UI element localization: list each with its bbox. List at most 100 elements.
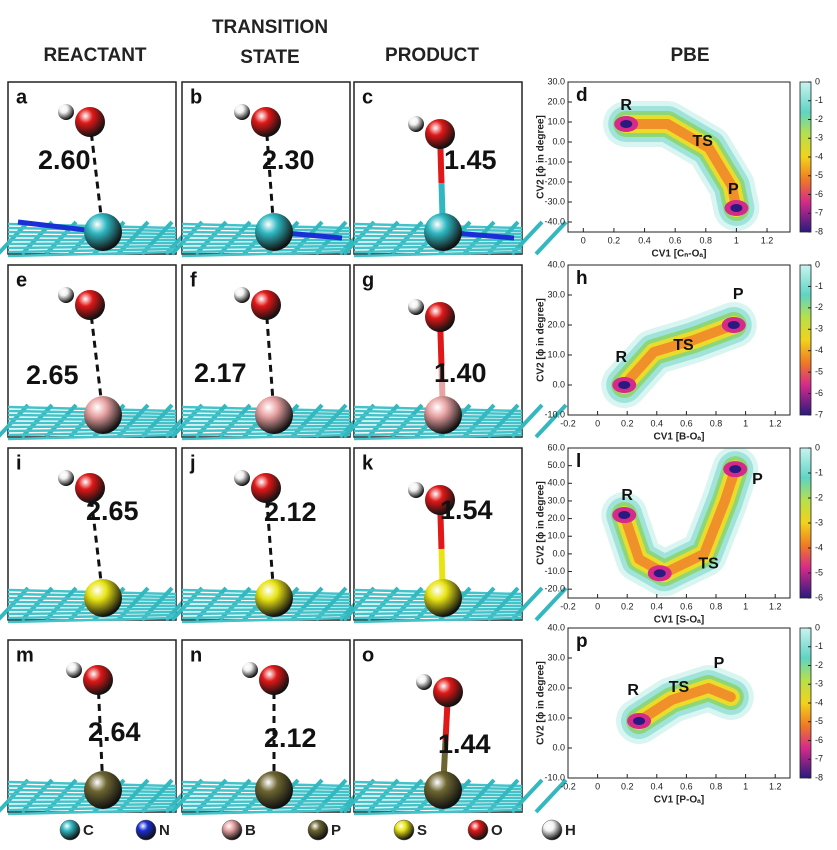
legend-atom [60, 820, 80, 840]
state-annotation: R [620, 97, 632, 114]
distance-label: 2.30 [262, 145, 315, 175]
colorbar-tick-label: -2 [815, 302, 823, 312]
y-tick-label: -10.0 [544, 409, 565, 419]
state-annotation: R [621, 487, 633, 504]
center-atom [255, 213, 293, 251]
x-tick-label: 1.2 [769, 601, 782, 611]
legend-label: P [331, 822, 341, 839]
oxygen-atom [251, 107, 281, 137]
x-tick-label: -0.2 [560, 601, 576, 611]
x-tick-label: 1 [743, 781, 748, 791]
center-atom [84, 771, 122, 809]
panel-letter: i [16, 452, 22, 474]
structure-panel: c1.45 [344, 82, 566, 256]
y-tick-label: 0.0 [552, 136, 565, 146]
structure-panel: g1.40 [344, 265, 566, 439]
colorbar-tick-label: -3 [815, 133, 823, 143]
colorbar-tick-label: -4 [815, 151, 823, 161]
y-tick-label: -10.0 [544, 156, 565, 166]
legend-label: N [159, 822, 170, 839]
colorbar-tick-label: 0 [815, 76, 820, 86]
colorbar-tick-label: -4 [815, 345, 823, 355]
x-tick-label: 0.2 [621, 781, 634, 791]
colorbar-tick-label: 0 [815, 442, 820, 452]
x-axis-label: CV1 [Cₙ-Oₐ] [652, 249, 707, 260]
x-tick-label: 0.4 [651, 781, 664, 791]
y-tick-label: 10.0 [547, 349, 565, 359]
column-header: REACTANT [43, 45, 146, 66]
y-axis-label: CV2 [ϕ in degree] [536, 115, 547, 199]
y-tick-label: 20.0 [547, 319, 565, 329]
energy-minimum [729, 465, 741, 473]
legend-atom [308, 820, 328, 840]
colorbar-tick-label: -5 [815, 170, 823, 180]
oxygen-atom [75, 107, 105, 137]
structure-panel: o 1.44 [344, 640, 566, 814]
hydrogen-atom [58, 470, 74, 486]
y-tick-label: 0.0 [552, 742, 565, 752]
state-annotation: TS [693, 133, 714, 150]
colorbar-tick-label: -6 [815, 388, 823, 398]
y-tick-label: 30.0 [547, 495, 565, 505]
x-tick-label: 0.8 [700, 235, 713, 245]
state-annotation: TS [673, 337, 694, 354]
state-annotation: P [714, 655, 725, 672]
colorbar-tick-label: -7 [815, 409, 823, 419]
colorbar-tick-label: -5 [815, 567, 823, 577]
y-tick-label: 60.0 [547, 442, 565, 452]
x-tick-label: 1 [743, 601, 748, 611]
legend-label: O [491, 822, 503, 839]
x-tick-label: 0.8 [710, 418, 723, 428]
legend-atom [542, 820, 562, 840]
x-tick-label: 0.4 [651, 418, 664, 428]
oxygen-atom [425, 302, 455, 332]
legend-atom [222, 820, 242, 840]
oxygen-atom [433, 677, 463, 707]
center-atom [84, 396, 122, 434]
panel-letter: n [190, 644, 202, 666]
panel-letter: o [362, 644, 374, 666]
x-tick-label: 0.2 [621, 601, 634, 611]
panel-letter: m [16, 644, 34, 666]
x-axis-label: CV1 [P-Oₐ] [654, 795, 704, 806]
colorbar-tick-label: -3 [815, 517, 823, 527]
colorbar-tick-label: -3 [815, 679, 823, 689]
energy-minimum [654, 569, 666, 577]
y-axis-label: CV2 [ϕ in degree] [536, 298, 547, 382]
center-atom [84, 213, 122, 251]
y-tick-label: -10.0 [544, 566, 565, 576]
oxygen-atom [251, 290, 281, 320]
colorbar-tick-label: -7 [815, 208, 823, 218]
hydrogen-atom [408, 116, 424, 132]
y-axis-label: CV2 [ϕ in degree] [536, 481, 547, 565]
center-atom [84, 579, 122, 617]
panel-letter: b [190, 86, 202, 108]
colorbar-tick-label: -2 [815, 492, 823, 502]
center-atom [424, 579, 462, 617]
distance-label: 1.44 [438, 729, 491, 759]
y-tick-label: 10.0 [547, 116, 565, 126]
x-tick-label: 0 [595, 601, 600, 611]
oxygen-atom [75, 290, 105, 320]
colorbar-tick-label: -6 [815, 735, 823, 745]
legend-atom [136, 820, 156, 840]
center-atom [255, 396, 293, 434]
panel-letter: p [576, 631, 588, 652]
y-tick-label: 30.0 [547, 652, 565, 662]
y-tick-label: -10.0 [544, 772, 565, 782]
x-tick-label: 0.8 [710, 781, 723, 791]
colorbar-tick-label: -8 [815, 226, 823, 236]
hydrogen-atom [408, 482, 424, 498]
y-tick-label: 40.0 [547, 478, 565, 488]
panel-letter: k [362, 452, 374, 474]
center-atom [424, 771, 462, 809]
oxygen-atom [259, 665, 289, 695]
distance-label: 2.12 [264, 497, 317, 527]
column-header: TRANSITIONSTATE [212, 17, 328, 68]
y-tick-label: 30.0 [547, 289, 565, 299]
hydrogen-atom [242, 662, 258, 678]
y-tick-label: 20.0 [547, 682, 565, 692]
hydrogen-atom [58, 104, 74, 120]
hydrogen-atom [408, 299, 424, 315]
x-tick-label: 1 [734, 235, 739, 245]
